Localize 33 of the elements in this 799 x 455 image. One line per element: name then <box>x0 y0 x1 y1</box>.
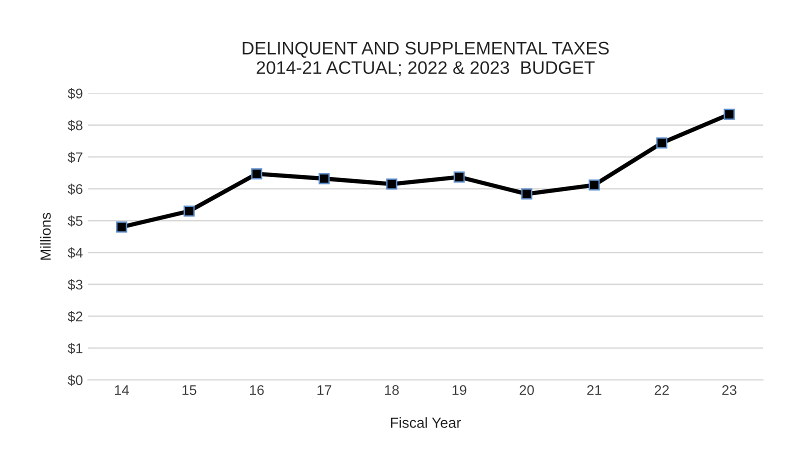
x-tick-label: 20 <box>520 385 534 395</box>
y-tick-label: $7 <box>68 152 82 163</box>
x-tick-label: 21 <box>587 385 602 395</box>
point <box>386 178 398 190</box>
y-tick-label: $4 <box>68 247 83 259</box>
point <box>116 221 128 233</box>
point <box>318 173 330 184</box>
x-tick-label: 23 <box>722 385 736 395</box>
point <box>656 137 668 149</box>
point <box>724 108 735 120</box>
x-axis-title: Fiscal Year <box>390 417 461 428</box>
x-tick-label: 14 <box>114 385 129 395</box>
point <box>588 179 600 191</box>
y-tick-label: $5 <box>68 215 82 227</box>
point <box>184 206 195 217</box>
y-tick-label: $2 <box>68 310 82 322</box>
x-tick-label: 17 <box>318 385 332 395</box>
x-tick-label: 22 <box>654 385 669 395</box>
x-tick-label: 16 <box>250 385 264 395</box>
y-tick-label: $8 <box>68 120 82 132</box>
y-tick-label: $1 <box>68 342 82 354</box>
y-tick-label: $6 <box>68 184 82 195</box>
y-tick-label: $9 <box>68 88 82 100</box>
y-axis-title: Millions <box>40 212 51 260</box>
y-tick-label: $3 <box>68 279 82 290</box>
x-tick-label: 15 <box>182 385 196 395</box>
y-tick-label: $0 <box>68 374 82 386</box>
x-tick-label: 18 <box>385 385 399 395</box>
x-tick-label: 19 <box>452 385 466 395</box>
point <box>521 188 532 200</box>
point <box>251 168 262 180</box>
chart-title: DELINQUENT AND SUPPLEMENTAL TAXES 2014-21 ACTUAL; 2022 & 2023 BUDGET <box>242 42 609 76</box>
point <box>454 171 465 183</box>
